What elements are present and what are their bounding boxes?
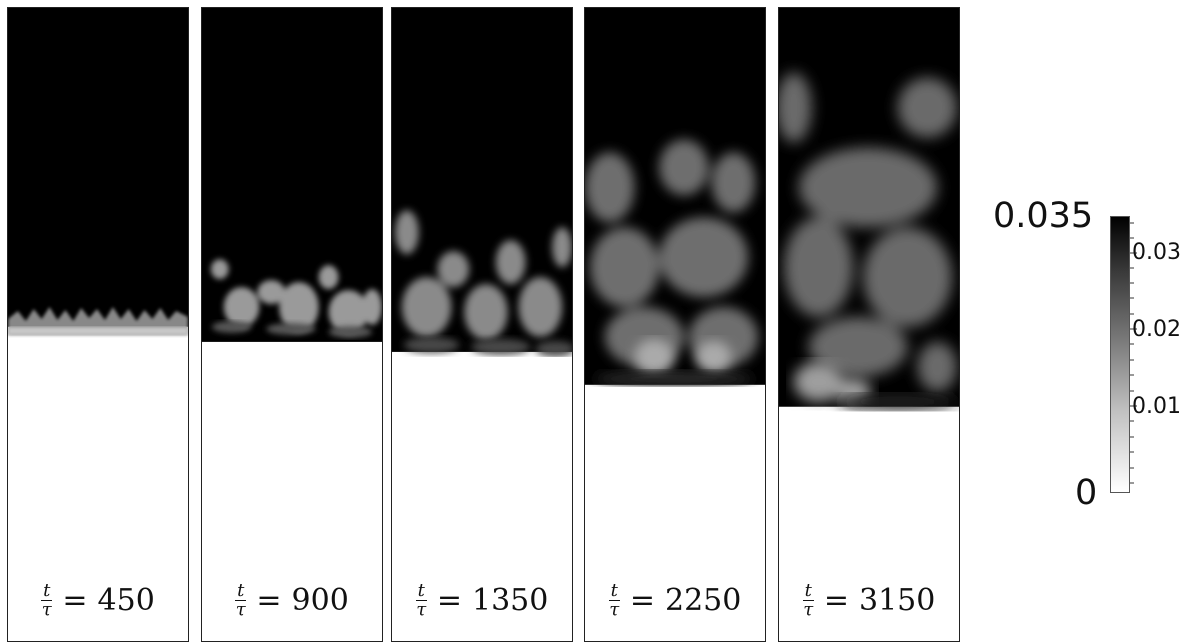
mixing-field-image-1	[8, 8, 188, 335]
equals-sign: =	[436, 583, 462, 618]
t-symbol: t	[415, 580, 427, 601]
time-value: 2250	[665, 583, 742, 618]
colorbar-max-label: 0.035	[993, 196, 1094, 236]
time-value: 1350	[472, 583, 549, 618]
colorbar-tick-label: 0.03	[1132, 240, 1181, 265]
time-label-5: t τ = 3150	[779, 582, 959, 619]
snapshot-panel-2: t τ = 900	[201, 7, 383, 642]
mixing-field-image-3	[392, 8, 572, 641]
time-value: 900	[291, 583, 349, 618]
tau-symbol: τ	[41, 599, 52, 620]
mixing-field-image-5	[779, 8, 959, 641]
time-fraction: t τ	[41, 580, 53, 620]
time-label-1: t τ = 450	[8, 582, 188, 619]
time-label-2: t τ = 900	[202, 582, 382, 619]
equals-sign: =	[629, 583, 655, 618]
mixing-field-image-4	[585, 8, 765, 641]
t-symbol: t	[235, 580, 247, 601]
snapshot-panel-3: t τ = 1350	[391, 7, 573, 642]
time-value: 3150	[859, 583, 936, 618]
mixing-field-image-2	[202, 8, 382, 641]
t-symbol: t	[41, 580, 53, 601]
equals-sign: =	[823, 583, 849, 618]
snapshot-panel-1: t τ = 450	[7, 7, 189, 642]
colorbar-gradient	[1110, 216, 1130, 493]
tau-symbol: τ	[416, 599, 427, 620]
time-fraction: t τ	[415, 580, 427, 620]
t-symbol: t	[802, 580, 814, 601]
time-fraction: t τ	[608, 580, 620, 620]
equals-sign: =	[62, 583, 88, 618]
equals-sign: =	[256, 583, 282, 618]
time-fraction: t τ	[235, 580, 247, 620]
tau-symbol: τ	[609, 599, 620, 620]
tau-symbol: τ	[235, 599, 246, 620]
time-value: 450	[97, 583, 155, 618]
snapshot-panel-5: t τ = 3150	[778, 7, 960, 642]
colorbar-tick-label: 0.01	[1132, 394, 1181, 419]
time-label-3: t τ = 1350	[392, 582, 572, 619]
t-symbol: t	[608, 580, 620, 601]
colorbar-ticks	[1130, 222, 1137, 484]
time-fraction: t τ	[802, 580, 814, 620]
colorbar-tick-label: 0.02	[1132, 317, 1181, 342]
tau-symbol: τ	[803, 599, 814, 620]
time-label-4: t τ = 2250	[585, 582, 765, 619]
colorbar-min-label: 0	[1075, 473, 1098, 513]
snapshot-panel-4: t τ = 2250	[584, 7, 766, 642]
